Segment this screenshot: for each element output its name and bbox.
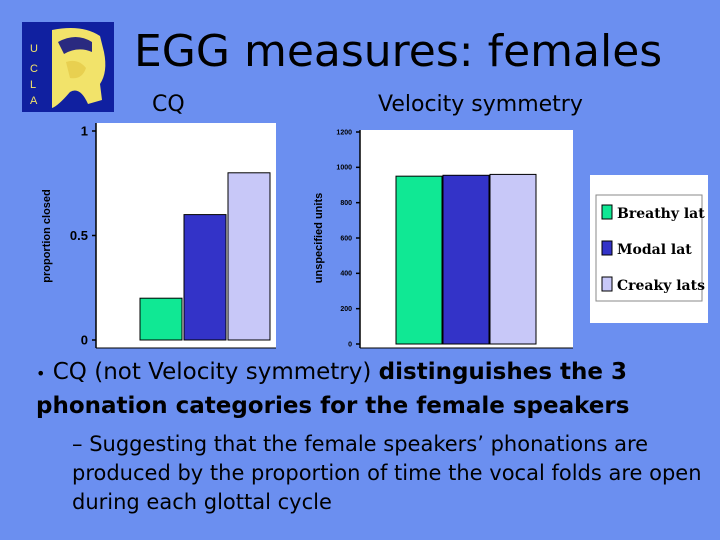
cq-tick-label: 1: [81, 123, 88, 138]
legend: Breathy lat Modal lat Creaky lats: [590, 175, 708, 323]
sub-bullet-text: Suggesting that the female speakers’ pho…: [72, 432, 702, 514]
legend-label-modal: Modal lat: [617, 242, 692, 258]
logo-letter-l: L: [30, 79, 36, 91]
slide-title: EGG measures: females: [134, 26, 663, 77]
bullet-distinguishes: distinguishes the 3 phonation categories…: [36, 359, 630, 419]
legend-label-breathy: Breathy lat: [617, 206, 705, 222]
main-bullet: • CQ (not Velocity symmetry) distinguish…: [36, 356, 716, 422]
legend-swatch-breathy: [601, 204, 613, 220]
bullet-list: • CQ (not Velocity symmetry) distinguish…: [36, 356, 716, 517]
velocity-symmetry-chart-label: Velocity symmetry: [378, 92, 583, 117]
cq-y-axis-label: proportion closed: [41, 189, 53, 283]
logo-letter-u: U: [30, 43, 38, 55]
sub-bullet-dash: –: [72, 432, 83, 456]
sub-bullet: – Suggesting that the female speakers’ p…: [72, 430, 716, 517]
vs-bar-2: [442, 174, 490, 345]
vs-tick-label: 1200: [336, 129, 352, 136]
vs-bar-1: [395, 175, 443, 345]
vs-bar-3: [489, 173, 537, 345]
cq-bar-chart: proportion closed 0 0.5 1: [41, 123, 276, 349]
ucla-logo: U C L A: [22, 22, 114, 112]
vs-tick-label: 600: [340, 235, 352, 242]
cq-bar-2: [183, 214, 227, 341]
cq-tick-label: 0.5: [70, 228, 88, 243]
vs-tick-label: 800: [340, 200, 352, 207]
vs-tick-label: 200: [340, 306, 352, 313]
vs-y-axis-label: unspecified units: [313, 193, 325, 283]
bullet-not-velocity: (not Velocity symmetry): [86, 359, 379, 385]
bullet-cq: CQ: [52, 359, 87, 385]
vs-tick-label: 400: [340, 271, 352, 278]
cq-bar-1: [139, 297, 183, 341]
cq-bar-3: [227, 172, 271, 341]
logo-letter-c: C: [30, 63, 38, 75]
vs-tick-label: 1000: [336, 165, 352, 172]
bullet-marker: •: [36, 364, 46, 383]
vs-tick-label: 0: [348, 341, 352, 348]
cq-tick-label: 0: [81, 332, 88, 347]
legend-swatch-modal: [601, 240, 613, 256]
legend-swatch-creaky: [601, 276, 613, 292]
cq-chart-label: CQ: [152, 92, 185, 117]
legend-label-creaky: Creaky lats: [617, 278, 705, 294]
velocity-symmetry-bar-chart: unspecified units 0 200 400 600 800 1000 1200: [313, 129, 573, 349]
logo-letter-a: A: [30, 95, 38, 107]
